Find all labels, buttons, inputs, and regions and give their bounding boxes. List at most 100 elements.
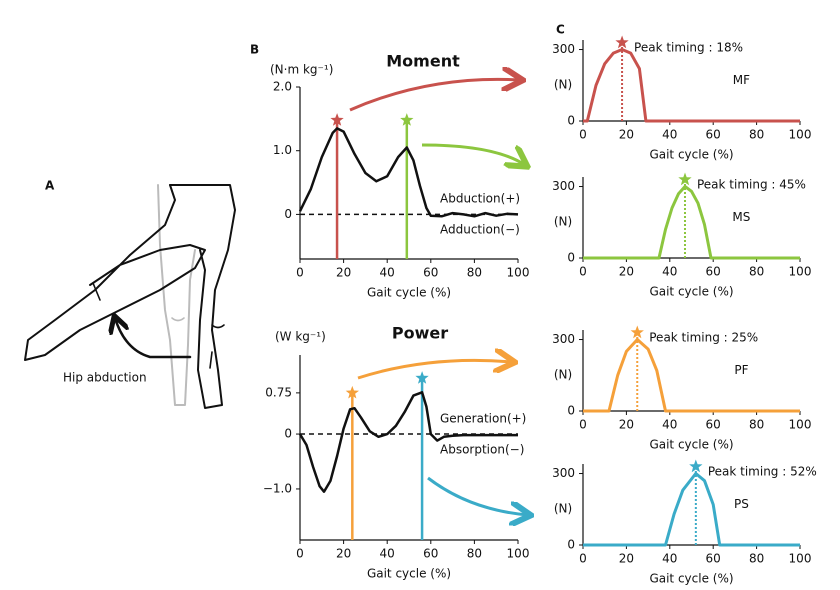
y-tick-label: 0.75 [265, 385, 292, 399]
y-axis-label: (N) [554, 78, 572, 92]
x-tick-label: 40 [662, 128, 677, 142]
x-tick-label: 40 [662, 418, 677, 432]
series-name: MS [732, 210, 750, 224]
y-axis-label: (N) [554, 215, 572, 229]
chart-title: Power [392, 324, 448, 343]
x-tick-label: 80 [749, 128, 764, 142]
peak-star [689, 459, 703, 473]
x-axis-label: Gait cycle (%) [367, 286, 451, 300]
annotation: Generation(+) [440, 412, 526, 426]
y-tick-label: 0 [567, 404, 575, 418]
chart: 0 20 40 60 80 100 0 300 Gait cycle (%) (N) PS Peak … [552, 459, 817, 586]
x-axis-label: Gait cycle (%) [649, 572, 733, 586]
x-tick-label: 20 [619, 418, 634, 432]
y-tick-label: 1.0 [273, 143, 292, 157]
x-tick-label: 20 [619, 128, 634, 142]
y-axis-label: (N) [554, 502, 572, 516]
x-tick-label: 80 [467, 547, 482, 561]
x-tick-label: 20 [336, 547, 351, 561]
x-tick-label: 100 [789, 265, 812, 279]
y-tick-label: 300 [552, 332, 575, 346]
annotation: Abduction(+) [440, 192, 520, 206]
peak-star [330, 113, 344, 126]
series-name: PF [734, 363, 748, 377]
chart: 0 20 40 60 80 100 −1.0 0 0.75 Gait cycle (%) (W kg… [263, 324, 530, 581]
y-tick-label: 300 [552, 466, 575, 480]
x-axis-label: Gait cycle (%) [649, 148, 733, 162]
chart: 0 20 40 60 80 100 0 300 Gait cycle (%) (N) PF Peak … [552, 325, 812, 452]
x-axis-label: Gait cycle (%) [367, 567, 451, 581]
x-tick-label: 80 [749, 418, 764, 432]
peak-star [400, 113, 414, 126]
series-name: MF [733, 73, 750, 87]
x-tick-label: 80 [467, 266, 482, 280]
y-tick-label: 0 [567, 114, 575, 128]
peak-star [615, 35, 629, 49]
y-tick-label: 2.0 [273, 80, 292, 94]
annotation: Peak timing : 45% [697, 178, 806, 192]
x-tick-label: 0 [579, 128, 587, 142]
peak-star [345, 385, 359, 399]
arrows [349, 79, 528, 515]
line-series [583, 48, 800, 123]
annotation: Peak timing : 25% [649, 331, 758, 345]
x-tick-label: 40 [380, 547, 395, 561]
chart: 0 20 40 60 80 100 0 300 Gait cycle (%) (N) MF Peak … [552, 35, 812, 162]
x-tick-label: 40 [662, 265, 677, 279]
panel-label: B [250, 43, 259, 57]
line-series [583, 338, 800, 413]
chart: 0 20 40 60 80 100 0 300 Gait cycle (%) (N) MS Peak … [552, 172, 812, 299]
peak-star [415, 371, 429, 384]
x-tick-label: 60 [706, 128, 721, 142]
x-tick-label: 60 [706, 418, 721, 432]
x-tick-label: 60 [706, 265, 721, 279]
x-tick-label: 0 [579, 265, 587, 279]
series-name: PS [734, 497, 749, 511]
x-axis-label: Gait cycle (%) [649, 285, 733, 299]
x-tick-label: 20 [336, 266, 351, 280]
chart: 0 20 40 60 80 100 0 1.0 2.0 Gait cycle (%) (N·m kg… [270, 52, 529, 300]
x-tick-label: 100 [507, 547, 530, 561]
x-tick-label: 0 [579, 418, 587, 432]
illustration-label: Hip abduction [63, 371, 147, 385]
x-tick-label: 60 [423, 266, 438, 280]
y-tick-label: 300 [552, 179, 575, 193]
line-series [583, 472, 800, 547]
x-tick-label: 40 [380, 266, 395, 280]
line-series [298, 391, 518, 493]
x-axis-label: Gait cycle (%) [649, 438, 733, 452]
peak-star [678, 172, 692, 186]
annotation: Peak timing : 52% [708, 465, 817, 479]
chart-title: Moment [386, 52, 460, 71]
y-tick-label: 0 [567, 251, 575, 265]
y-axis-label: (W kg⁻¹) [275, 330, 326, 344]
panel-label: A [45, 179, 55, 193]
x-tick-label: 80 [749, 552, 764, 566]
y-axis-label: (N·m kg⁻¹) [270, 63, 333, 77]
x-tick-label: 100 [507, 266, 530, 280]
y-tick-label: 0 [284, 207, 292, 221]
y-axis-label: (N) [554, 368, 572, 382]
x-tick-label: 60 [706, 552, 721, 566]
annotation: Absorption(−) [440, 443, 524, 457]
y-tick-label: 0 [284, 427, 292, 441]
x-tick-label: 0 [296, 266, 304, 280]
x-tick-label: 80 [749, 265, 764, 279]
leg-illustration [24, 184, 236, 409]
x-tick-label: 0 [579, 552, 587, 566]
annotation: Peak timing : 18% [634, 41, 743, 55]
y-tick-label: −1.0 [263, 481, 292, 495]
y-tick-label: 300 [552, 42, 575, 56]
x-tick-label: 20 [619, 265, 634, 279]
line-series [298, 127, 519, 218]
panel-label: C [556, 23, 565, 37]
x-tick-label: 100 [789, 128, 812, 142]
x-tick-label: 40 [662, 552, 677, 566]
annotation: Adduction(−) [440, 223, 520, 237]
x-tick-label: 60 [423, 547, 438, 561]
y-tick-label: 0 [567, 538, 575, 552]
peak-star [630, 325, 644, 339]
x-tick-label: 100 [789, 418, 812, 432]
x-tick-label: 0 [296, 547, 304, 561]
